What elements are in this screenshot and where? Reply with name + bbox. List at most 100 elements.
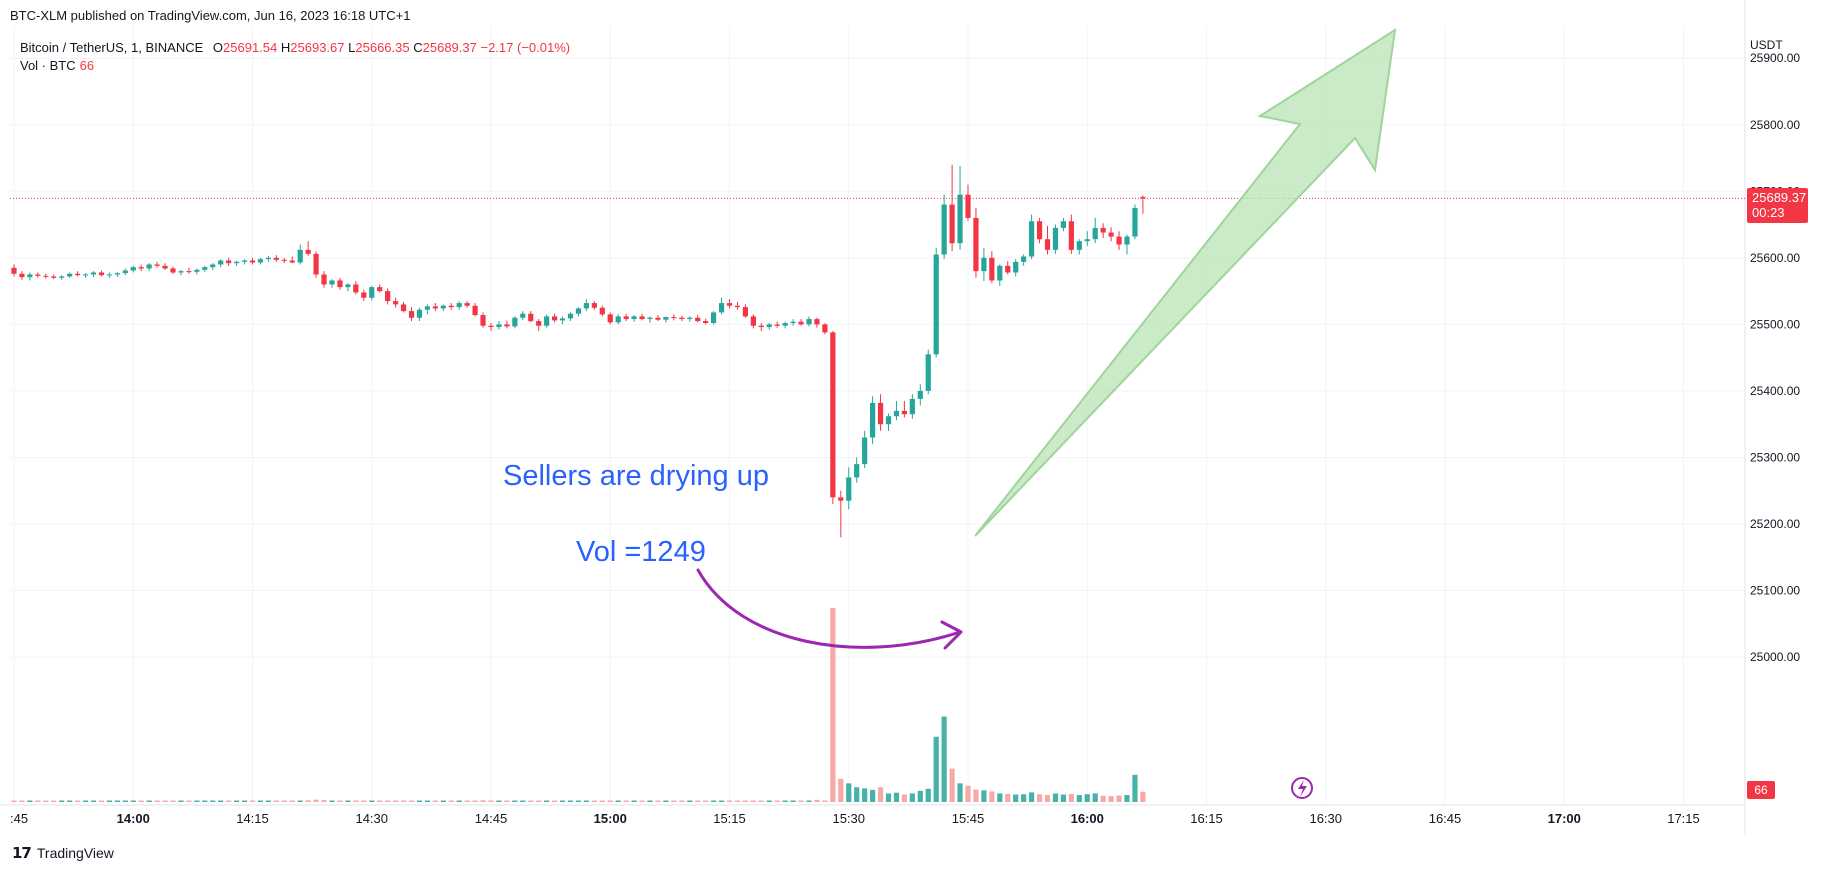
candle-body <box>313 253 319 275</box>
volume-bar <box>1029 792 1035 802</box>
volume-bar <box>393 800 399 802</box>
candle-body <box>369 287 375 298</box>
x-tick-label: 14:30 <box>355 811 388 826</box>
candle <box>170 266 176 274</box>
candle <box>393 297 399 308</box>
volume-bar <box>146 800 152 802</box>
candle-body <box>623 316 629 320</box>
candle-body <box>98 272 105 276</box>
candle <box>241 259 248 265</box>
green-arrow-drawing[interactable] <box>974 27 1397 537</box>
candle-body <box>488 325 494 328</box>
volume-bar <box>703 800 709 802</box>
candle <box>1132 204 1138 240</box>
volume-bar <box>241 800 248 802</box>
candle <box>734 301 741 310</box>
candle <box>989 251 995 284</box>
candle <box>575 307 582 317</box>
candle <box>321 271 327 288</box>
candle-body <box>774 324 780 326</box>
candle-body <box>925 354 931 391</box>
candle-body <box>615 316 621 323</box>
volume-bar <box>162 800 168 802</box>
curved-arrow-head[interactable] <box>940 620 963 650</box>
lightning-icon[interactable] <box>1291 777 1313 799</box>
candle <box>329 279 335 288</box>
volume-bar <box>695 800 701 802</box>
candle-body <box>933 254 939 355</box>
x-tick-label: 17:00 <box>1548 811 1581 826</box>
price-axis[interactable]: 25000.00 25100.00 25200.00 25300.00 25400.00… <box>1750 51 1800 664</box>
candle-body <box>695 317 701 322</box>
candle <box>1084 231 1090 246</box>
trend-arrow-shape[interactable] <box>974 27 1397 537</box>
candle-body <box>846 477 852 501</box>
candle-body <box>265 257 271 260</box>
volume-bar <box>297 800 303 802</box>
candle-body <box>416 309 423 318</box>
candle <box>1108 227 1114 242</box>
candle-body <box>989 257 995 281</box>
volume-bar <box>607 800 613 802</box>
bar-countdown: 00:23 <box>1752 205 1785 220</box>
volume-axis-tag: 66 <box>1747 781 1775 799</box>
candle <box>1100 223 1106 238</box>
volume-bar <box>1124 795 1130 802</box>
tradingview-logo[interactable]: 17 TradingView <box>12 844 114 862</box>
volume-bar <box>552 800 558 802</box>
candle-body <box>337 280 343 288</box>
candle <box>552 313 558 323</box>
volume-bar <box>830 608 836 802</box>
tradingview-logo-icon: 17 <box>12 844 32 862</box>
candle <box>43 273 49 279</box>
candle <box>623 313 629 322</box>
candle <box>846 467 852 510</box>
curved-arrow-path[interactable] <box>696 568 962 649</box>
curved-arrow-drawing[interactable] <box>696 568 963 650</box>
candle <box>750 314 756 329</box>
candle-body <box>639 316 645 320</box>
candle-body <box>981 257 987 272</box>
candle-body <box>305 249 311 254</box>
volume-bar <box>734 800 741 802</box>
annotation-sellers[interactable]: Sellers are drying up <box>503 460 769 492</box>
candle-body <box>393 301 399 305</box>
candle-body <box>790 321 796 324</box>
candles <box>11 164 1146 538</box>
volume-bar <box>448 800 454 802</box>
time-axis[interactable]: :45 14:00 14:15 14:30 14:45 15:00 15:15 15:30 15… <box>10 811 1700 826</box>
volume-bar <box>114 800 120 802</box>
candle-body <box>146 264 152 269</box>
volume-bar <box>186 800 192 802</box>
candle-body <box>1044 239 1051 250</box>
candle <box>122 268 128 276</box>
candle-body <box>35 274 41 276</box>
volume-bar <box>138 800 144 802</box>
annotation-volume[interactable]: Vol =1249 <box>576 536 706 568</box>
candle-body <box>11 267 17 274</box>
volume-bar <box>742 800 748 802</box>
volume-bar <box>289 800 295 802</box>
volume-bar <box>27 800 33 802</box>
candle <box>559 316 566 325</box>
candle-body <box>59 276 65 278</box>
candle-body <box>862 437 868 465</box>
candle-body <box>51 276 57 278</box>
candle-body <box>567 313 574 319</box>
candle-body <box>321 274 327 285</box>
y-tick-label: 25800.00 <box>1750 118 1800 132</box>
candle-body <box>456 303 462 308</box>
volume-bar <box>822 800 828 802</box>
candle-body <box>830 332 836 498</box>
candle <box>703 318 709 325</box>
candle-body <box>361 292 367 298</box>
candle <box>981 247 987 282</box>
volume-bar <box>432 800 438 802</box>
y-tick-label: 25000.00 <box>1750 650 1800 664</box>
volume-bar <box>726 800 733 802</box>
candle <box>353 281 359 295</box>
candle <box>893 400 900 421</box>
candle-body <box>798 321 804 325</box>
candle-body <box>202 267 208 270</box>
